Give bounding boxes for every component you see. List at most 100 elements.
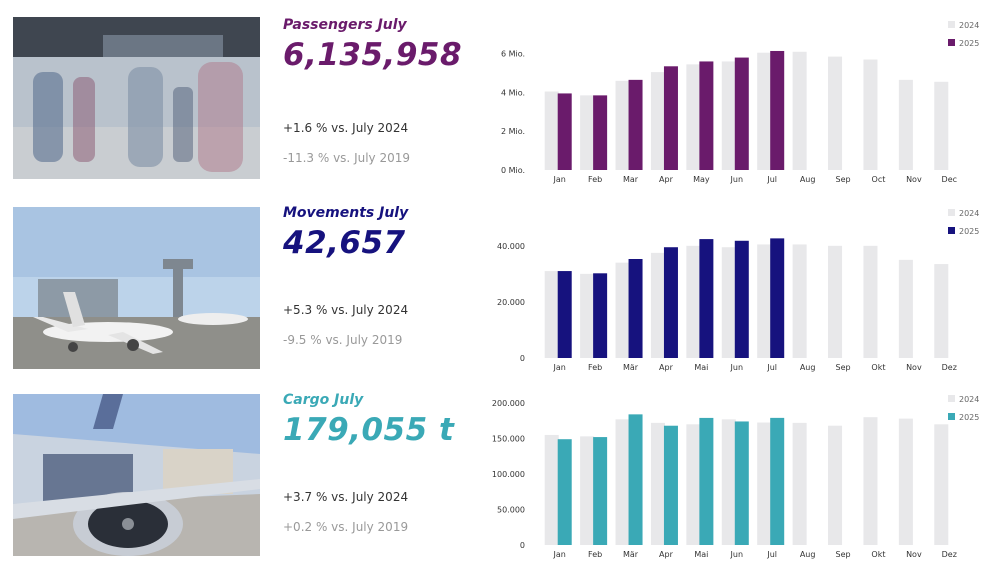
y-tick-label: 0 xyxy=(520,354,525,363)
cargo-vs-2024: +3.7 % vs. July 2024 xyxy=(283,490,409,504)
bar-2024 xyxy=(792,51,807,170)
x-tick-label: May xyxy=(693,175,710,184)
bar-2025 xyxy=(628,79,643,170)
terminal-photo xyxy=(13,17,260,179)
bar-2024 xyxy=(828,425,843,545)
bar-2024 xyxy=(544,91,559,170)
x-tick-label: Nov xyxy=(906,175,922,184)
y-tick-label: 6 Mio. xyxy=(501,50,525,59)
x-tick-label: Feb xyxy=(588,550,602,559)
x-tick-label: Nov xyxy=(906,363,922,372)
bar-2024 xyxy=(863,59,878,170)
legend-label-2024: 2024 xyxy=(959,209,979,218)
x-tick-label: Jan xyxy=(553,175,566,184)
legend-label-2025: 2025 xyxy=(959,39,979,48)
legend-swatch-2024 xyxy=(948,21,955,28)
y-tick-label: 4 Mio. xyxy=(501,88,525,97)
legend-label-2025: 2025 xyxy=(959,227,979,236)
bar-2024 xyxy=(934,81,949,170)
passengers-section: Passengers July 6,135,958 +1.6 % vs. Jul… xyxy=(0,17,1000,197)
bar-2024 xyxy=(721,61,736,171)
y-tick-label: 100.000 xyxy=(492,470,525,479)
x-tick-label: Apr xyxy=(659,175,674,184)
x-tick-label: Apr xyxy=(659,363,674,372)
bar-2024 xyxy=(792,244,807,358)
bar-2025 xyxy=(734,57,749,170)
bar-2024 xyxy=(686,64,701,170)
bar-2025 xyxy=(699,239,714,358)
legend-swatch-2025 xyxy=(948,413,955,420)
x-tick-label: Jul xyxy=(766,550,777,559)
x-tick-label: Jun xyxy=(730,550,744,559)
passengers-title: Passengers July xyxy=(283,17,407,33)
bar-2024 xyxy=(615,419,630,545)
bar-2025 xyxy=(663,66,678,170)
cargo-photo xyxy=(13,394,260,556)
bar-2025 xyxy=(557,439,572,545)
bar-2024 xyxy=(828,56,843,170)
x-tick-label: Sep xyxy=(836,175,851,184)
x-tick-label: Mär xyxy=(623,363,639,372)
movements-vs-2024: +5.3 % vs. July 2024 xyxy=(283,303,409,317)
bar-2024 xyxy=(650,72,665,170)
bar-2025 xyxy=(557,271,572,358)
y-tick-label: 2 Mio. xyxy=(501,127,525,136)
movements-title: Movements July xyxy=(283,205,409,221)
y-tick-label: 150.000 xyxy=(492,435,525,444)
passengers-value: 6,135,958 xyxy=(283,37,463,73)
bar-2024 xyxy=(898,259,913,358)
bar-2024 xyxy=(544,271,559,358)
legend-label-2024: 2024 xyxy=(959,395,979,404)
bar-2024 xyxy=(863,417,878,545)
y-tick-label: 0 Mio. xyxy=(501,166,525,175)
bar-2025 xyxy=(734,421,749,545)
movements-value: 42,657 xyxy=(283,225,406,261)
bar-2024 xyxy=(580,95,595,170)
passengers-vs-2019: -11.3 % vs. July 2019 xyxy=(283,151,410,165)
apron-photo xyxy=(13,207,260,369)
bar-2024 xyxy=(650,422,665,545)
x-tick-label: Mär xyxy=(623,550,639,559)
x-tick-label: Nov xyxy=(906,550,922,559)
legend-swatch-2025 xyxy=(948,39,955,46)
legend-swatch-2025 xyxy=(948,227,955,234)
bar-2025 xyxy=(770,417,785,545)
bar-2024 xyxy=(934,424,949,545)
bar-2024 xyxy=(898,79,913,170)
bar-2025 xyxy=(593,95,608,170)
bar-2024 xyxy=(757,422,772,545)
cargo-value: 179,055 t xyxy=(283,412,455,448)
x-tick-label: Sep xyxy=(836,363,851,372)
bar-2025 xyxy=(663,425,678,545)
x-tick-label: Mai xyxy=(694,363,708,372)
bar-2025 xyxy=(699,61,714,171)
bar-2024 xyxy=(828,245,843,358)
movements-section: Movements July 42,657 +5.3 % vs. July 20… xyxy=(0,205,1000,385)
bar-2025 xyxy=(628,414,643,545)
x-tick-label: Mar xyxy=(623,175,639,184)
cargo-vs-2019: +0.2 % vs. July 2019 xyxy=(283,520,409,534)
legend-label-2025: 2025 xyxy=(959,413,979,422)
y-tick-label: 20.000 xyxy=(497,298,525,307)
x-tick-label: Jun xyxy=(730,175,744,184)
x-tick-label: Dez xyxy=(942,550,957,559)
x-tick-label: Aug xyxy=(800,175,816,184)
x-tick-label: Jan xyxy=(553,363,566,372)
legend-swatch-2024 xyxy=(948,209,955,216)
bar-2025 xyxy=(593,437,608,545)
bar-2025 xyxy=(770,238,785,358)
bar-2025 xyxy=(663,247,678,358)
x-tick-label: Aug xyxy=(800,550,816,559)
x-tick-label: Jun xyxy=(730,363,744,372)
bar-2024 xyxy=(615,80,630,170)
legend-label-2024: 2024 xyxy=(959,21,979,30)
bar-2025 xyxy=(699,417,714,545)
x-tick-label: Okt xyxy=(871,363,885,372)
movements-chart: 0 20.000 40.000 Jan Feb Mär Apr Mai Jun Jul Aug Sep… xyxy=(490,205,1000,385)
y-tick-label: 50.000 xyxy=(497,506,525,515)
x-tick-label: Feb xyxy=(588,175,602,184)
x-tick-label: Jul xyxy=(766,363,777,372)
y-tick-label: 0 xyxy=(520,541,525,550)
bar-2024 xyxy=(650,252,665,358)
bar-2024 xyxy=(934,264,949,358)
